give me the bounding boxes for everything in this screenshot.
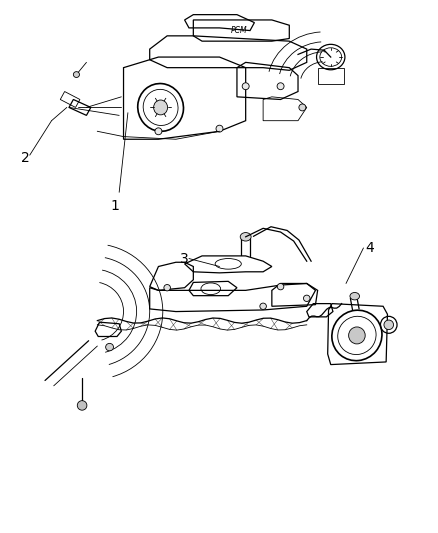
Ellipse shape xyxy=(298,104,305,111)
Ellipse shape xyxy=(383,320,392,329)
Ellipse shape xyxy=(73,71,79,77)
Text: 2: 2 xyxy=(21,151,30,165)
Text: PCM: PCM xyxy=(230,26,247,35)
Ellipse shape xyxy=(215,125,223,132)
Ellipse shape xyxy=(240,232,251,241)
Ellipse shape xyxy=(348,327,364,344)
Ellipse shape xyxy=(242,83,249,90)
Ellipse shape xyxy=(277,284,283,290)
Ellipse shape xyxy=(276,83,283,90)
Text: 3: 3 xyxy=(180,252,188,265)
Ellipse shape xyxy=(106,343,113,351)
Text: 4: 4 xyxy=(365,241,374,255)
Ellipse shape xyxy=(259,303,266,310)
Ellipse shape xyxy=(349,293,359,300)
Ellipse shape xyxy=(153,100,167,115)
Ellipse shape xyxy=(77,401,87,410)
Text: 1: 1 xyxy=(110,198,119,213)
Ellipse shape xyxy=(303,295,309,302)
Ellipse shape xyxy=(155,128,162,135)
Ellipse shape xyxy=(163,285,170,291)
